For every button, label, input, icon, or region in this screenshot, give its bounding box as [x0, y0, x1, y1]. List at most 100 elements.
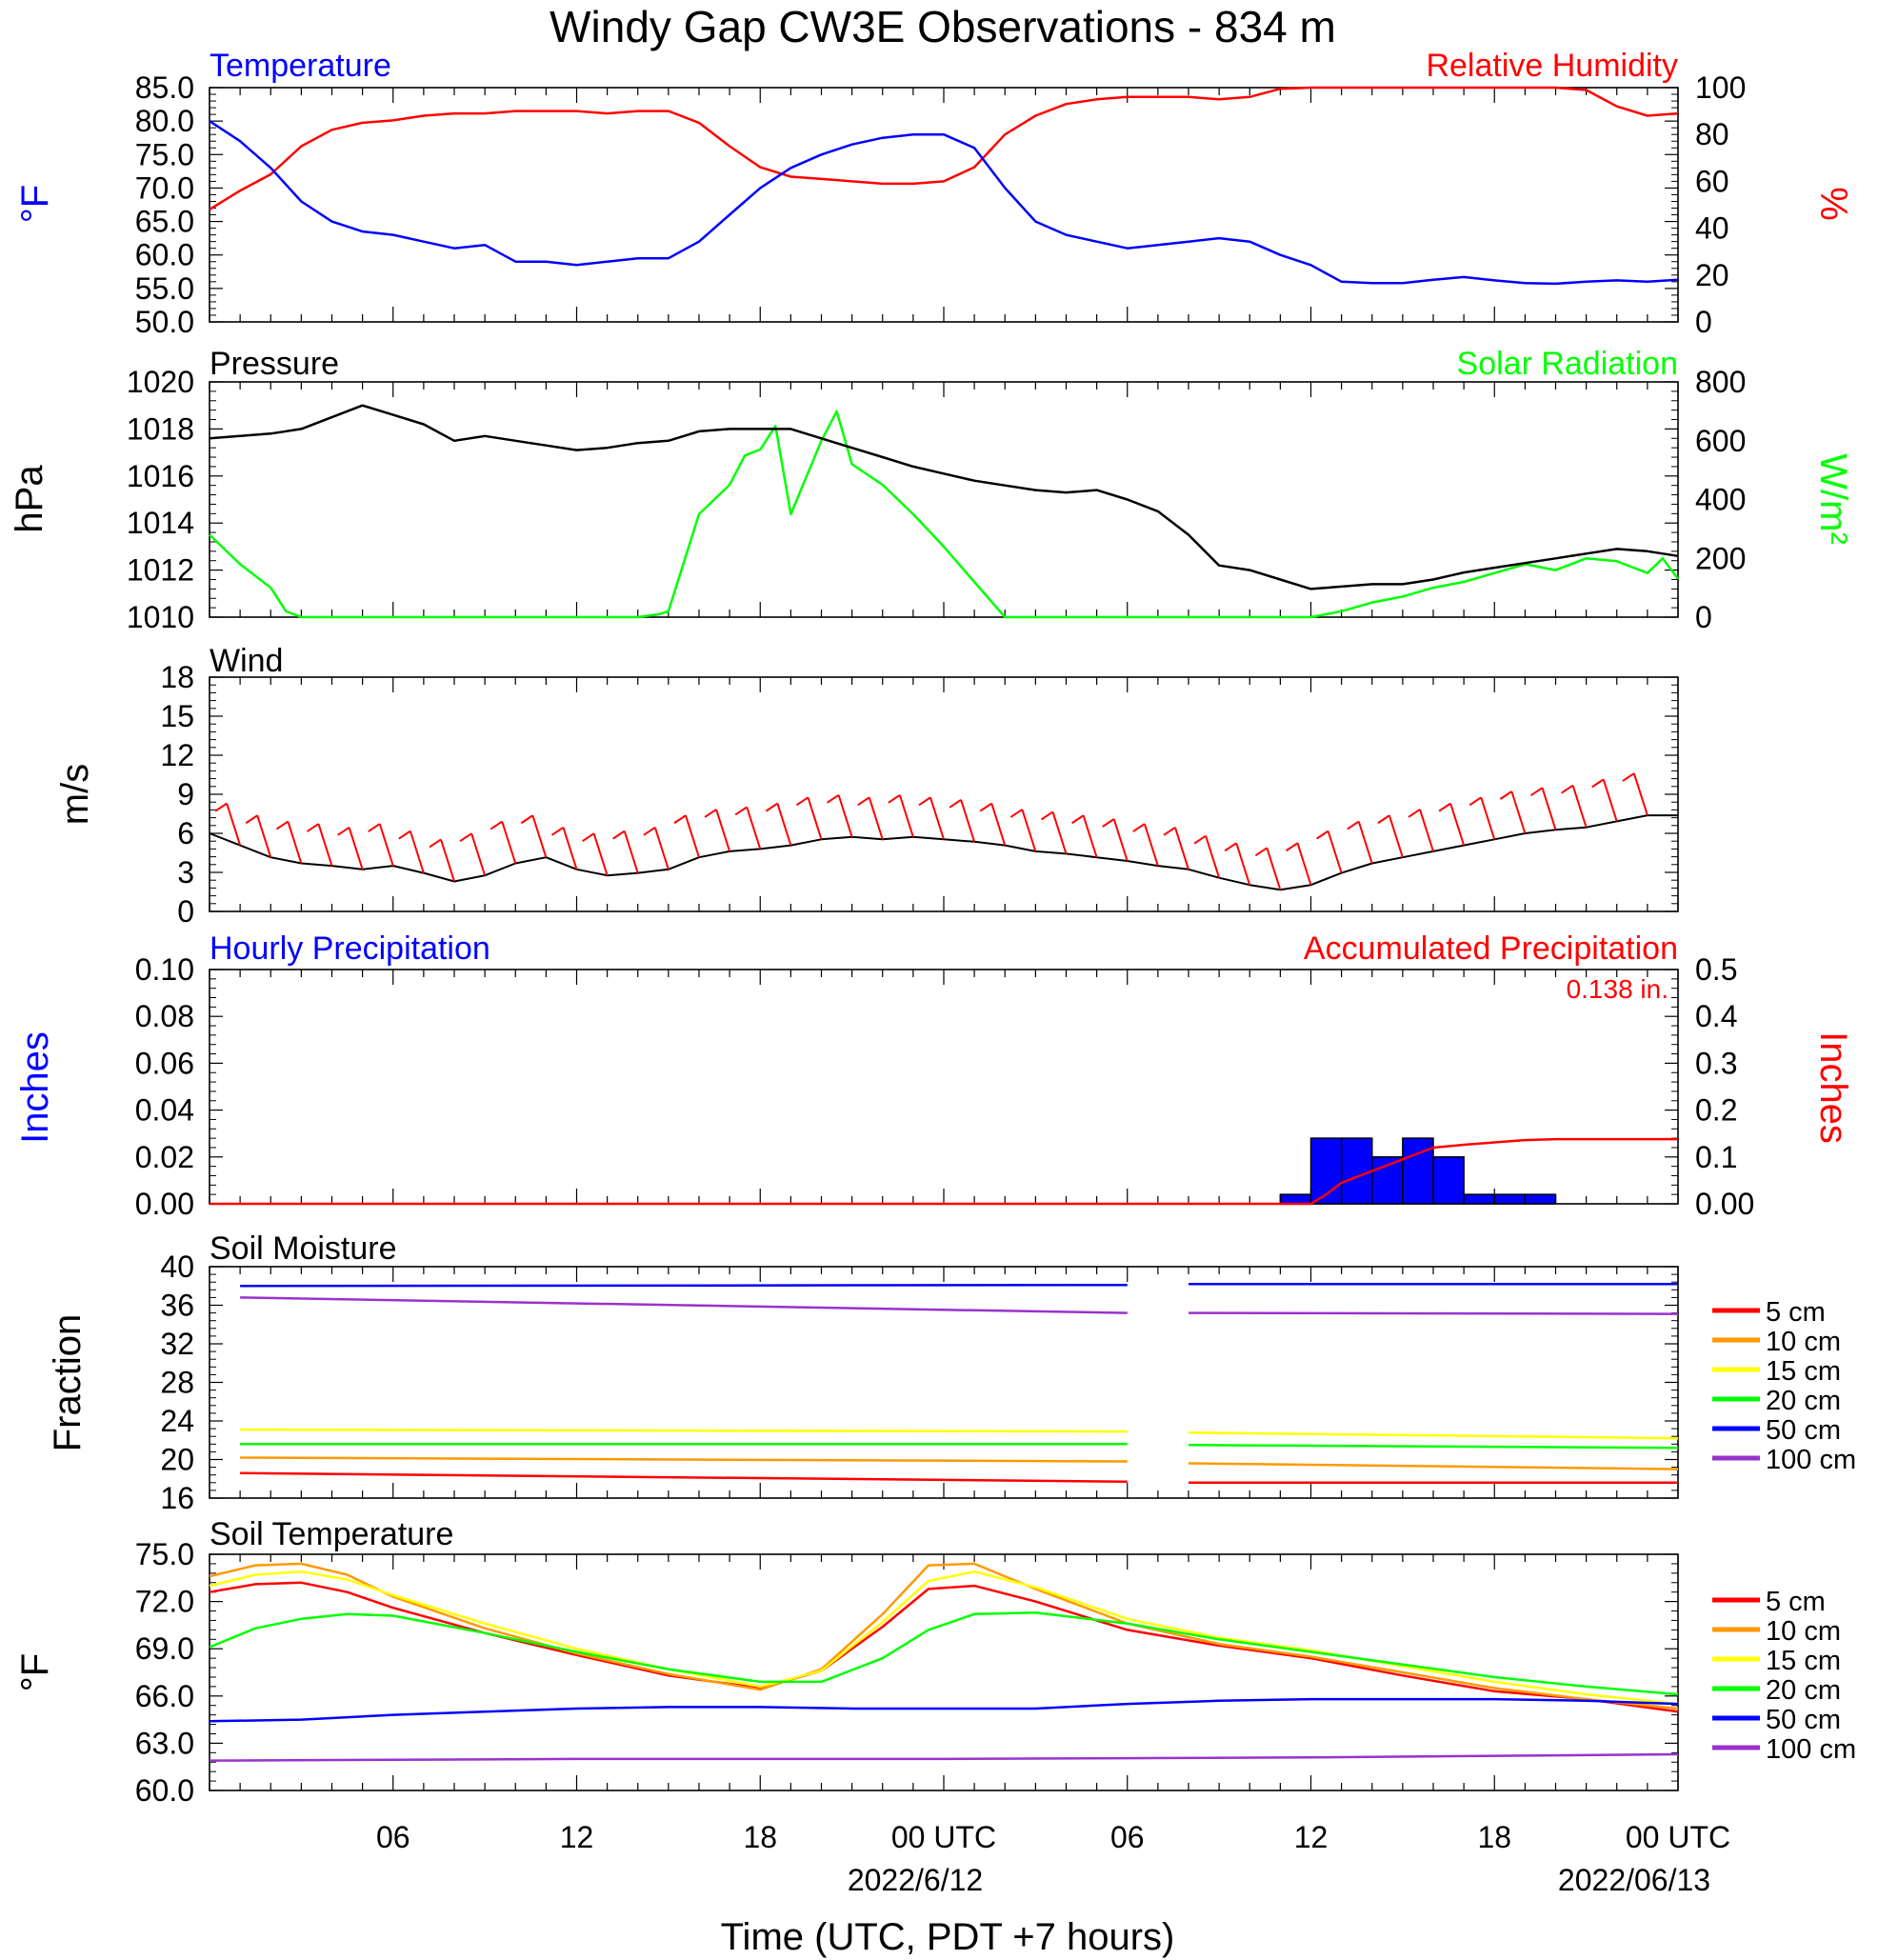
wind-barb-staff	[1327, 830, 1343, 873]
wind-barb-flag	[612, 830, 626, 840]
accum-precip-annotation: 0.138 in.	[1567, 974, 1668, 1004]
plot-frame-1	[209, 87, 1679, 323]
wind-barb-staff	[898, 794, 914, 838]
y-tick-label-right: 600	[1695, 424, 1746, 458]
wind-barb-flag	[520, 814, 533, 825]
wind-barb-flag	[1529, 787, 1544, 797]
wind-barb-staff	[1266, 847, 1282, 890]
y-tick-label-right: 60	[1695, 164, 1729, 198]
y-tick-label-right: 0.1	[1695, 1140, 1737, 1174]
wind-barb-flag	[1377, 814, 1390, 825]
wind-barb-flag	[918, 796, 931, 807]
wind-barb-staff	[1112, 818, 1129, 862]
y-tick-label-left: 28	[160, 1366, 194, 1400]
wind-barb-flag	[704, 809, 717, 818]
solar-axis-label: W/m²	[1812, 453, 1854, 545]
wind-barb-flag	[1499, 790, 1512, 800]
soil-moisture-line	[1188, 1444, 1679, 1450]
wind-barb-flag	[734, 806, 748, 816]
soil-moisture-legend-label: 100 cm	[1766, 1445, 1856, 1475]
y-tick-label-left: 85.0	[135, 70, 194, 105]
wind-axis-label: m/s	[54, 764, 96, 825]
wind-barb-staff	[348, 827, 364, 870]
wind-barb-flag	[306, 823, 320, 832]
wind-barb-flag	[1009, 809, 1023, 818]
y-tick-label-left: 16	[160, 1481, 194, 1515]
y-tick-label-right: 40	[1695, 211, 1729, 246]
y-tick-label-left: 60.0	[135, 238, 194, 272]
wind-barb-staff	[226, 803, 242, 846]
y-tick-label-left: 66.0	[135, 1679, 194, 1713]
wind-barb-staff	[440, 839, 455, 882]
wind-barb-staff	[623, 830, 639, 873]
soil-temperature-line	[209, 1752, 1679, 1762]
soil-moisture-legend-label: 20 cm	[1766, 1386, 1841, 1416]
y-tick-label-left: 9	[177, 777, 194, 811]
x-tick-label: 12	[560, 1820, 594, 1854]
y-tick-label-right: 0.4	[1695, 999, 1737, 1033]
wind-barb-flag	[1468, 796, 1482, 807]
wind-barb-staff	[1510, 790, 1527, 834]
y-tick-label-left: 18	[160, 660, 194, 694]
hourly-precip-bar	[1279, 1193, 1312, 1205]
pressure-line	[209, 404, 1679, 590]
wind-barb-flag	[857, 796, 870, 807]
y-tick-label-left: 1014	[127, 506, 194, 540]
soil-moisture-legend-label: 5 cm	[1766, 1297, 1826, 1328]
wind-barb-flag	[368, 823, 381, 832]
wind-barb-flag	[643, 827, 656, 836]
y-tick-label-right: 400	[1695, 483, 1746, 517]
wind-barb-flag	[888, 793, 901, 804]
x-tick-label: 18	[1477, 1820, 1511, 1854]
y-tick-label-right: 0.3	[1695, 1046, 1737, 1080]
soil-moisture-legend-label: 50 cm	[1766, 1415, 1841, 1446]
y-tick-label-left: 80.0	[135, 104, 194, 138]
wind-barb-staff	[1357, 821, 1373, 864]
y-tick-label-left: 0.08	[135, 999, 194, 1033]
wind-barb-staff	[960, 799, 976, 843]
x-tick-label: 18	[743, 1820, 777, 1854]
x-date-label-2: 2022/06/13	[1558, 1863, 1710, 1897]
y-tick-label-left: 0.02	[135, 1140, 194, 1174]
humidity-line	[209, 86, 1679, 210]
wind-barb-flag	[1408, 809, 1421, 818]
x-date-label-1: 2022/6/12	[848, 1863, 983, 1897]
soil-moisture-title: Soil Moisture	[210, 1230, 397, 1267]
soil-moisture-legend-label: 10 cm	[1766, 1327, 1841, 1357]
temperature-axis-label: °F	[14, 185, 56, 223]
wind-barb-staff	[562, 827, 578, 870]
wind-barb-flag	[1132, 823, 1146, 832]
soil-moisture-line	[240, 1296, 1128, 1314]
wind-barb-flag	[582, 832, 595, 842]
wind-barb-flag	[1316, 830, 1329, 840]
soil-temperature-legend-label: 5 cm	[1766, 1587, 1826, 1617]
wind-title: Wind	[210, 643, 283, 679]
wind-barb-staff	[1143, 823, 1159, 867]
wind-barb-staff	[287, 821, 303, 864]
soil-moisture-line	[1188, 1311, 1679, 1315]
hourly-precip-axis-label: Inches	[14, 1031, 56, 1144]
wind-barb-flag	[1285, 842, 1299, 852]
wind-barb-staff	[256, 814, 272, 858]
wind-barb-flag	[1102, 818, 1115, 828]
wind-barb-flag	[1347, 820, 1360, 830]
wind-barb-staff	[1449, 803, 1466, 846]
y-tick-label-left: 0.00	[135, 1187, 194, 1221]
wind-barb-flag	[1193, 834, 1207, 845]
soil-moisture-line	[240, 1471, 1128, 1484]
hourly-precip-bar	[1524, 1193, 1557, 1205]
wind-barb-staff	[470, 832, 487, 876]
wind-barb-staff	[592, 832, 609, 876]
y-tick-label-right: 80	[1695, 117, 1729, 151]
wind-barb-flag	[827, 793, 840, 804]
y-tick-label-left: 6	[177, 816, 194, 850]
wind-barb-flag	[979, 802, 992, 812]
y-tick-label-right: 20	[1695, 258, 1729, 292]
y-tick-label-right: 0	[1695, 600, 1712, 634]
wind-barb-flag	[1071, 814, 1085, 825]
wind-barb-staff	[409, 830, 425, 873]
wind-barb-staff	[1541, 787, 1557, 830]
y-tick-label-left: 1018	[127, 411, 194, 446]
y-tick-label-left: 0.06	[135, 1046, 194, 1080]
pressure-axis-label: hPa	[9, 465, 50, 533]
